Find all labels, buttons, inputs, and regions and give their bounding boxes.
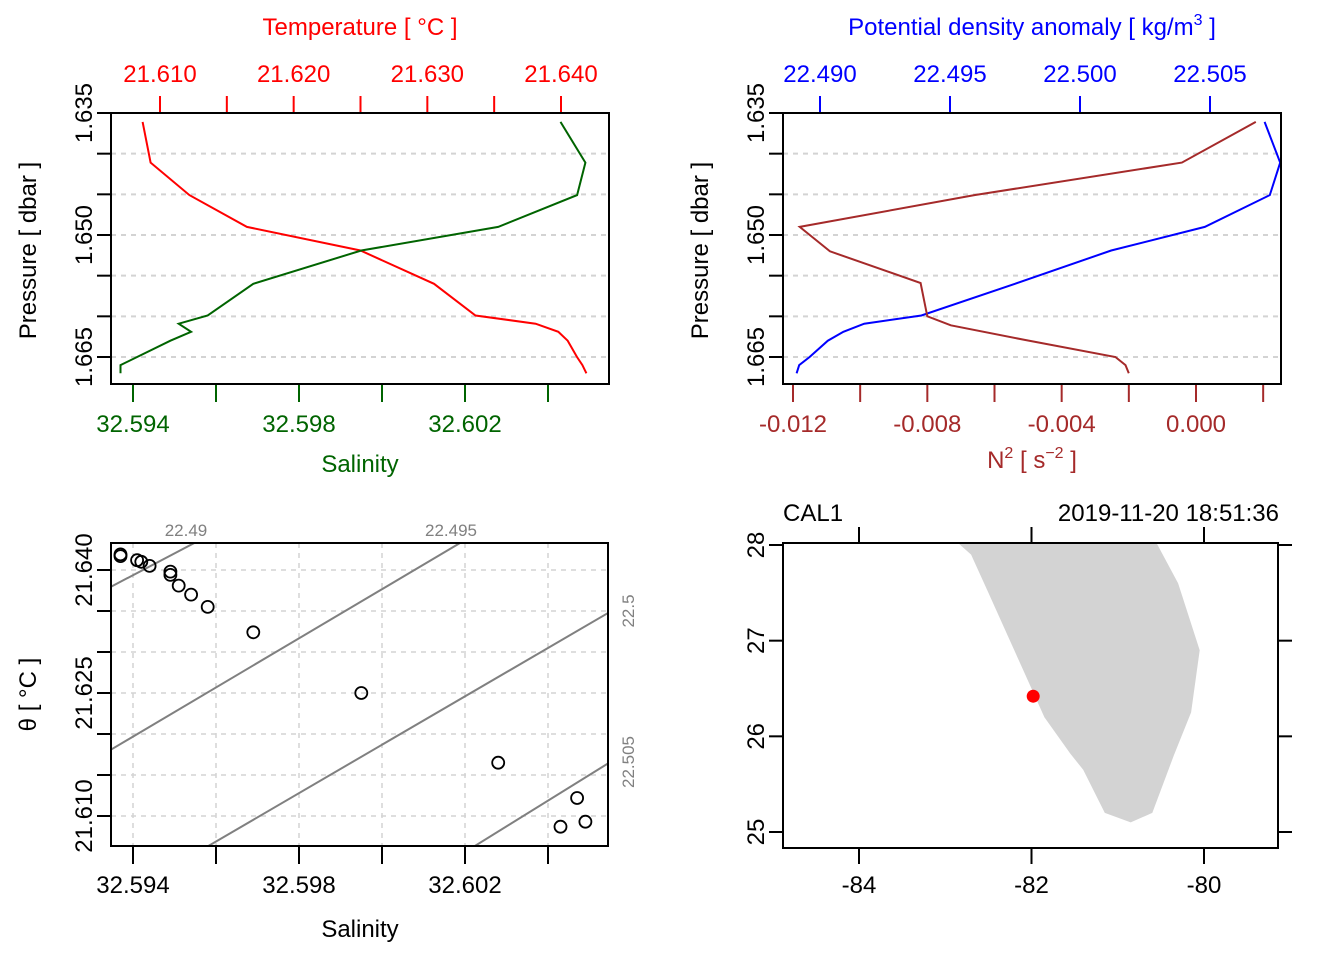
bottom-tick-label: -0.012 [759, 411, 827, 438]
ts-point [134, 554, 149, 569]
bottom-tick-label: 0.000 [1166, 411, 1226, 438]
isopycnal-label: 22.505 [619, 736, 638, 788]
x-tick-label: 32.598 [262, 872, 335, 899]
top-tick-label: 22.500 [1043, 61, 1116, 88]
ts-point [184, 587, 199, 602]
station-datetime: 2019-11-20 18:51:36 [1058, 500, 1279, 527]
n2-line [797, 121, 1257, 374]
top-tick-label: 21.640 [524, 61, 597, 88]
x-tick-label: 32.594 [96, 872, 169, 899]
top-tick-label: 22.505 [1173, 61, 1246, 88]
isopycnal-line [111, 543, 461, 751]
y-tick-label: 1.635 [743, 83, 770, 143]
panel-density-n2-profile: 1.635 1.650 1.665 Pressure [ dbar ] 22.490 22… [687, 12, 1282, 474]
y-axis-title: θ [ °C ] [15, 658, 42, 732]
bottom-tick-label: 32.594 [96, 411, 169, 438]
ts-point [354, 686, 369, 700]
isopycnal-line [472, 762, 608, 846]
top-tick-label: 21.630 [391, 61, 464, 88]
ts-point [163, 568, 178, 582]
y-tick-label: 1.665 [743, 327, 770, 387]
temperature-line [141, 121, 588, 374]
top-tick-label: 22.490 [783, 61, 856, 88]
plot-frame [782, 542, 1279, 849]
isopycnal-group [111, 543, 608, 846]
x-tick-label: 32.602 [428, 872, 501, 899]
station-marker [1026, 689, 1040, 703]
bottom-tick-label: -0.004 [1028, 411, 1096, 438]
ts-point [113, 549, 128, 563]
isopycnal-label: 22.5 [619, 594, 638, 627]
density-line [795, 121, 1282, 374]
y-axis-title: Pressure [ dbar ] [687, 162, 714, 339]
x-tick-label: -84 [842, 872, 877, 899]
y-tick-label: 28 [743, 532, 770, 559]
isopycnal-line [111, 543, 197, 588]
bottom-tick-label: -0.008 [893, 411, 961, 438]
plot-frame [110, 112, 610, 385]
y-tick-label: 1.665 [71, 327, 98, 387]
top-tick-label: 22.495 [913, 61, 986, 88]
y-tick-label: 25 [743, 819, 770, 846]
bottom-axis-title: Salinity [321, 451, 398, 478]
station-name: CAL1 [783, 500, 843, 527]
top-axis-title: Potential density anomaly [ kg/m3 ] [848, 12, 1216, 41]
y-tick-label: 21.610 [71, 779, 98, 852]
isopycnal-label: 22.495 [425, 521, 477, 540]
y-tick-label: 21.640 [71, 533, 98, 606]
y-tick-label: 26 [743, 723, 770, 750]
ts-point [200, 600, 215, 614]
isopycnal-line [206, 611, 608, 846]
x-tick-label: -82 [1014, 872, 1049, 899]
top-axis-title: Temperature [ °C ] [263, 14, 458, 41]
isopycnal-label: 22.49 [165, 521, 208, 540]
top-tick-label: 21.610 [123, 61, 196, 88]
ts-point [142, 559, 157, 573]
x-tick-label: -80 [1187, 872, 1222, 899]
x-axis-title: Salinity [321, 916, 398, 943]
top-tick-label: 21.620 [257, 61, 330, 88]
bottom-tick-label: 32.602 [428, 411, 501, 438]
ts-point [171, 578, 186, 593]
panel-ts-diagram: 21.610 21.625 21.640 θ [ °C ] 32.594 32.598 32… [15, 521, 638, 943]
ts-point [246, 625, 261, 640]
ts-point [553, 819, 568, 834]
panel-temperature-salinity-profile: 1.635 1.650 1.665 Pressure [ dbar ] 21.610 21… [15, 14, 610, 478]
plot-frame [110, 542, 609, 847]
y-tick-label: 1.650 [71, 205, 98, 265]
ts-point [491, 755, 506, 770]
y-tick-label: 27 [743, 627, 770, 654]
plot-frame [782, 112, 1282, 385]
bottom-axis-title: N2 [ s−2 ] [987, 445, 1077, 474]
y-tick-label: 21.625 [71, 656, 98, 729]
y-axis-title: Pressure [ dbar ] [15, 162, 42, 339]
y-tick-label: 1.635 [71, 83, 98, 143]
ts-point [578, 814, 593, 829]
ts-point [570, 791, 584, 805]
land-polygon [958, 543, 1200, 823]
bottom-tick-label: 32.598 [262, 411, 335, 438]
y-tick-label: 1.650 [743, 205, 770, 265]
panel-station-map: -84 -82 -80 25 26 27 28 CAL1 2019-11-20 18:51:36 [743, 500, 1292, 899]
salinity-line [119, 121, 587, 374]
